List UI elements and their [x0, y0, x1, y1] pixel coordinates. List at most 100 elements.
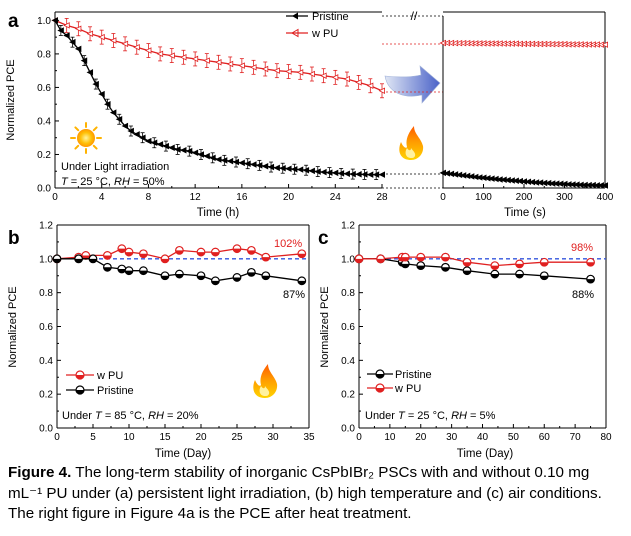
panel-c-ytick-label: 1.0: [341, 254, 355, 265]
pristine-marker: [162, 142, 169, 150]
pristine-marker-fill: [416, 265, 425, 270]
panel-c-xtick-label: 30: [446, 432, 458, 443]
panel-b-legend: w PU Pristine: [66, 370, 134, 397]
pristine-marker: [139, 134, 146, 141]
arrow-icon: [384, 65, 441, 104]
pu-marker: [98, 33, 105, 41]
pu-marker-fill: [298, 253, 306, 258]
pu-marker: [343, 75, 350, 83]
panel-b-ytick-label: 0.0: [39, 424, 53, 435]
pu-marker-fill: [515, 263, 524, 268]
pristine-marker-fill: [53, 258, 61, 263]
panel-a-left-xtick-label: 8: [146, 192, 152, 203]
pu-marker: [121, 40, 129, 48]
panel-a-left-xtick-label: 0: [52, 192, 58, 203]
pu-marker: [109, 37, 117, 44]
flame-icon-panel-b: [253, 364, 278, 398]
panel-c-xtick-label: 10: [384, 432, 396, 443]
pu-marker: [490, 261, 500, 271]
pristine-marker: [185, 147, 193, 155]
sun-icon: [70, 122, 102, 154]
caption-text: The long-term stability of inorganic CsP…: [8, 464, 602, 522]
panel-c-end-label-pu: 98%: [571, 242, 593, 254]
pu-marker: [601, 41, 608, 48]
pu-marker: [261, 252, 271, 262]
panel-a-right-xtick-label: 400: [597, 192, 614, 203]
panel-c-legend-pu: w PU: [394, 383, 421, 395]
pristine-marker: [400, 259, 410, 269]
pu-marker: [308, 70, 315, 78]
pu-marker: [273, 67, 280, 74]
panel-b-end-label-pristine: 87%: [283, 289, 305, 301]
pristine-marker-fill: [586, 279, 595, 283]
panel-a-left-xtick-label: 16: [236, 192, 248, 203]
panel-a-left-ytick-label: 0.8: [37, 49, 51, 60]
panel-c-xtick-label: 50: [508, 432, 520, 443]
pristine-marker: [203, 152, 210, 160]
pristine-marker-fill: [401, 263, 410, 268]
panel-c-annotation: Under T = 25 °C, RH = 5%: [365, 410, 496, 422]
pristine-marker: [378, 171, 386, 178]
pu-marker-fill: [247, 250, 256, 255]
panel-letter-a: a: [8, 11, 19, 32]
pristine-marker: [232, 158, 240, 166]
pristine-marker: [197, 151, 204, 158]
panel-b-ylabel: Normalized PCE: [7, 286, 19, 367]
panel-c-ytick-label: 1.2: [341, 221, 355, 232]
pu-marker: [144, 47, 152, 54]
panel-a-left-xlabel: Time (h): [197, 207, 240, 219]
pristine-marker: [215, 156, 222, 163]
pu-marker: [168, 52, 175, 59]
pu-marker-fill: [441, 257, 450, 261]
pu-marker: [297, 249, 307, 259]
pristine-marker-fill: [89, 258, 97, 263]
panel-c-xtick-label: 40: [477, 432, 489, 443]
pristine-marker: [52, 254, 62, 264]
panel-a-left-ytick-label: 0.6: [37, 83, 51, 94]
panel-b-ytick-label: 1.0: [39, 254, 53, 265]
pristine-marker: [515, 269, 524, 279]
pristine-marker: [290, 165, 298, 173]
pristine-marker: [104, 100, 111, 108]
pristine-marker: [86, 69, 94, 76]
panel-a-left-xtick-label: 24: [330, 192, 342, 203]
pristine-marker: [297, 276, 307, 286]
pu-marker: [366, 82, 374, 89]
panel-b-end-label-pu: 102%: [274, 238, 302, 250]
panel-a-legend-pu: w PU: [311, 28, 338, 40]
pristine-marker: [127, 127, 134, 135]
panel-a-left-ytick-label: 1.0: [37, 16, 51, 27]
pu-marker: [416, 252, 426, 262]
panel-c-xtick-label: 60: [539, 432, 551, 443]
caption-label: Figure 4.: [8, 464, 72, 481]
panel-c-ylabel: Normalized PCE: [319, 286, 331, 367]
pristine-marker: [121, 122, 129, 130]
panel-c-plot: 0 10 20 30 40 50 60 70 80 0.0 0.2 0.4 0.6 0.8 1.0 1.2: [341, 221, 612, 444]
axis-break-symbol: //: [411, 9, 418, 23]
pristine-marker-fill: [540, 275, 549, 280]
pristine-marker-fill: [74, 258, 83, 263]
pristine-marker-fill: [103, 267, 112, 272]
pu-marker: [174, 245, 184, 255]
panel-b-ytick-label: 0.8: [39, 288, 53, 299]
pristine-marker: [320, 168, 327, 176]
pristine-marker: [349, 170, 356, 178]
panel-c-ytick-label: 0.0: [341, 424, 355, 435]
pu-marker: [63, 22, 70, 29]
pu-marker: [238, 62, 245, 69]
panel-b-xlabel: Time (Day): [155, 448, 212, 460]
panel-letter-c: c: [318, 228, 329, 249]
panel-b-ytick-label: 0.6: [39, 322, 53, 333]
pu-marker-fill: [211, 252, 220, 256]
panel-c-ytick-label: 0.2: [341, 390, 355, 401]
panel-a-left-plot: 0 4 8 12 16 20 24 28 0.0 0.2 0.4 0.6 0.8 1.0: [37, 11, 388, 203]
panel-b-legend-pu: w PU: [96, 370, 123, 382]
panel-a-left-xtick-label: 28: [376, 192, 388, 203]
pristine-marker-fill: [298, 280, 306, 285]
pristine-marker-fill: [463, 270, 471, 275]
pu-marker-fill: [355, 258, 363, 263]
pu-marker: [156, 50, 164, 58]
pristine-marker: [296, 166, 304, 173]
pristine-marker: [462, 266, 472, 276]
pristine-marker: [179, 147, 187, 154]
